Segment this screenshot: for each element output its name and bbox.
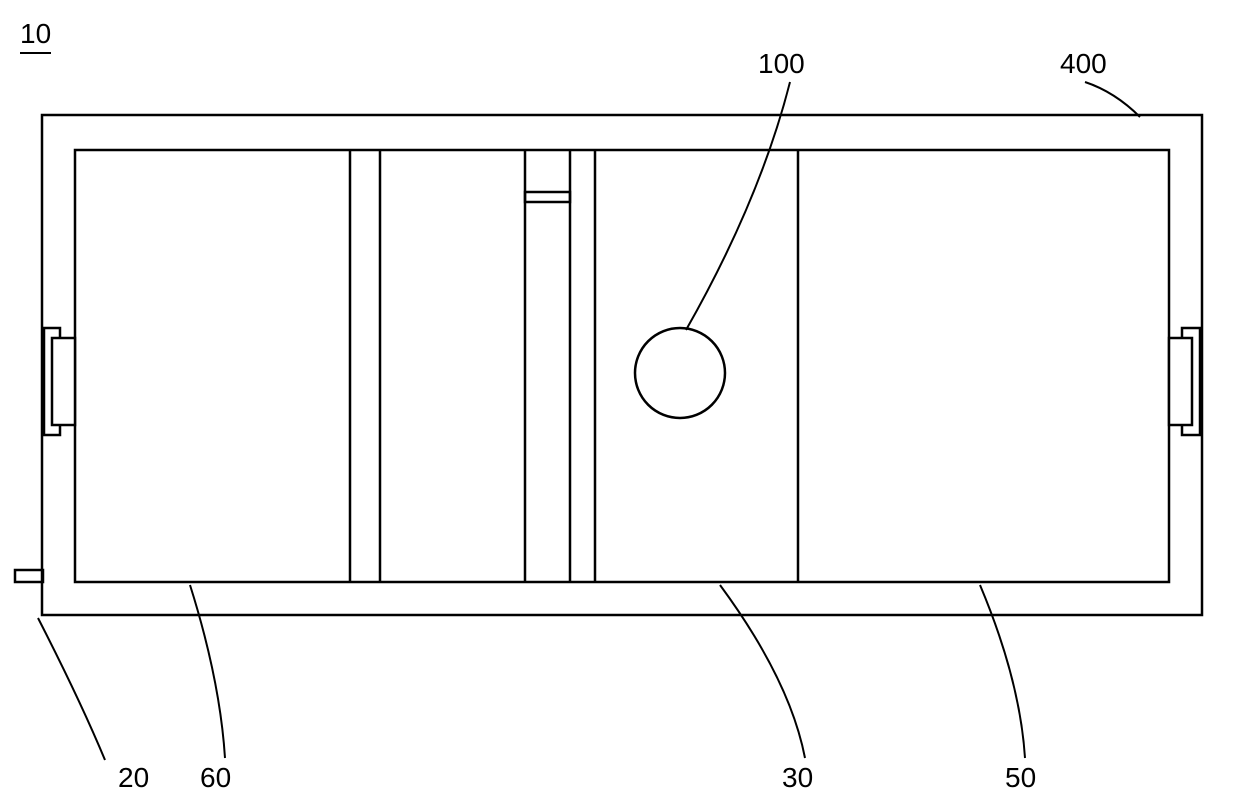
diagram-svg	[0, 0, 1240, 803]
diagram-canvas: 10 100 400 20 60 30 50	[0, 0, 1240, 803]
ref-30-label: 30	[782, 762, 813, 794]
ref-50-label: 50	[1005, 762, 1036, 794]
ref-60-label: 60	[200, 762, 231, 794]
ref-400-label: 400	[1060, 48, 1107, 80]
ref-100-label: 100	[758, 48, 805, 80]
ref-20-label: 20	[118, 762, 149, 794]
figure-number-label: 10	[20, 18, 51, 54]
